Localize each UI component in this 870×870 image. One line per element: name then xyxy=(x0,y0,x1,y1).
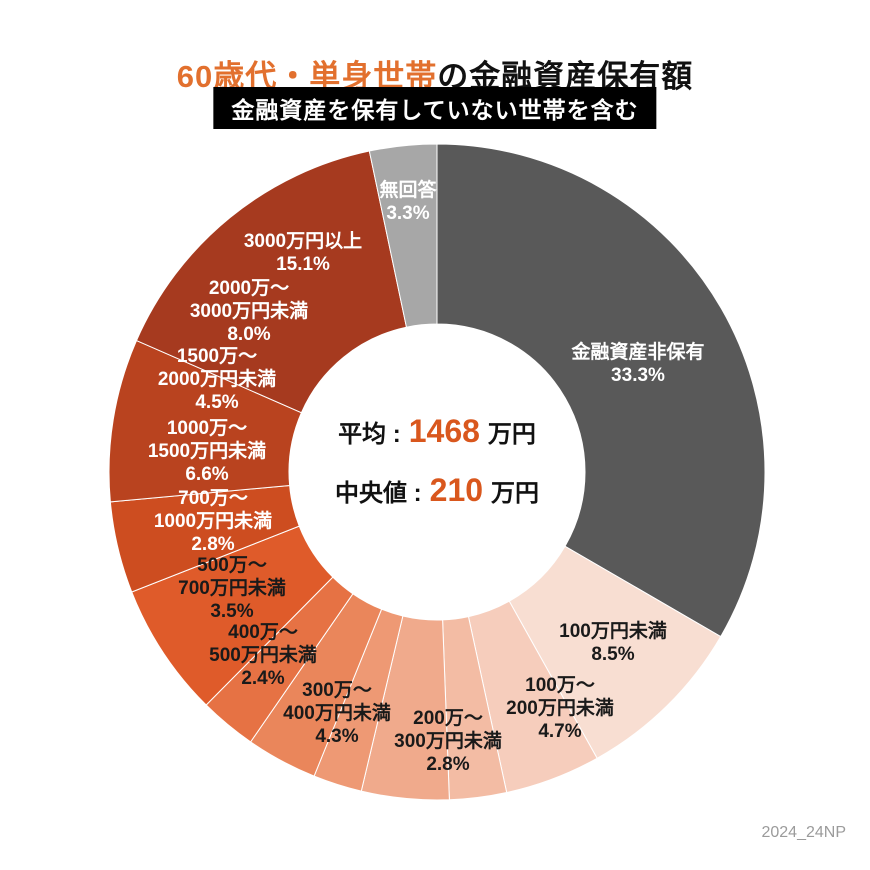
pie-slice xyxy=(436,143,766,638)
watermark: 2024_24NP xyxy=(761,824,846,841)
pie-slice xyxy=(135,150,408,414)
pie-slice xyxy=(368,143,438,328)
subtitle-text: 金融資産を保有していない世帯を含む xyxy=(231,97,639,123)
average-stat: 平均 : 1468 万円 xyxy=(338,413,536,450)
median-value: 210 xyxy=(429,472,484,508)
median-label: 中央値 : xyxy=(334,480,422,507)
subtitle-badge: 金融資産を保有していない世帯を含む xyxy=(213,87,657,129)
median-stat: 中央値 : 210 万円 xyxy=(335,472,539,509)
center-stats: 平均 : 1468 万円 中央値 : 210 万円 xyxy=(335,413,539,509)
average-label: 平均 : xyxy=(338,421,401,448)
average-unit: 万円 xyxy=(487,421,536,448)
median-unit: 万円 xyxy=(491,480,540,507)
average-value: 1468 xyxy=(408,413,480,449)
